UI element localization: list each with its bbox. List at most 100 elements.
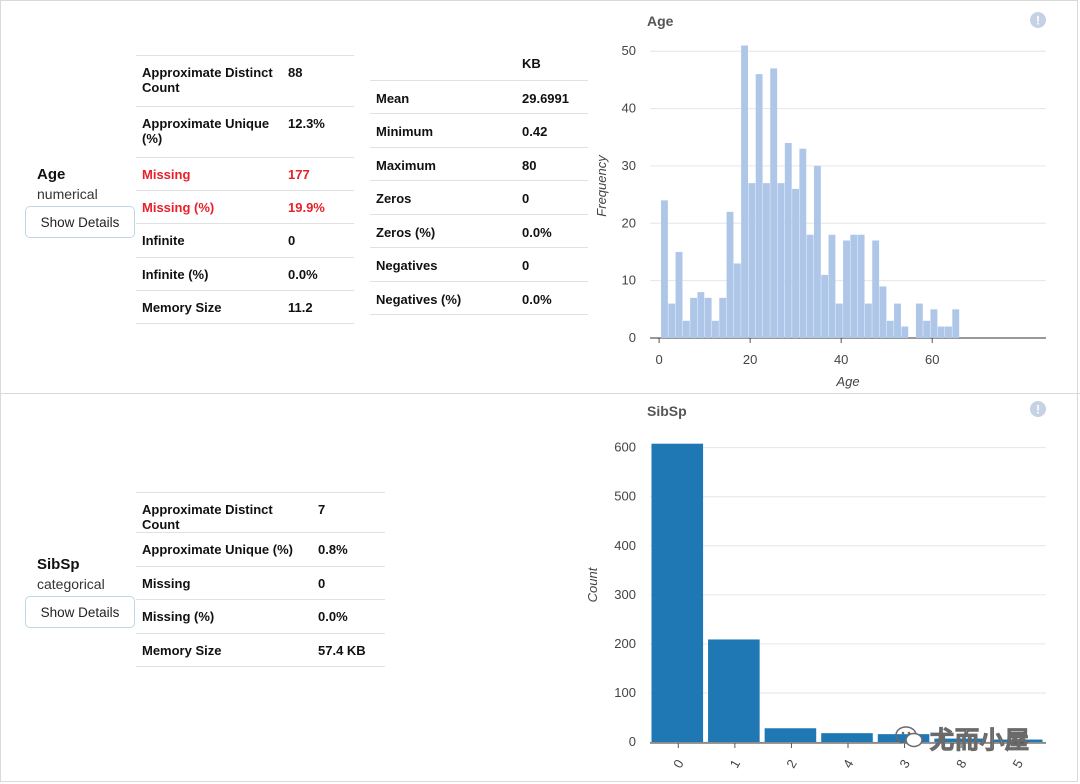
histogram-bar (777, 183, 785, 338)
histogram-bar (806, 234, 814, 338)
stat-label: Missing (136, 157, 282, 191)
stat-label: Minimum (370, 113, 516, 147)
stats-header-row: KB (370, 46, 588, 80)
show-details-button[interactable]: Show Details (25, 596, 135, 628)
stat-value: 0 (312, 565, 385, 600)
histogram-bar (755, 74, 763, 338)
bar (934, 738, 986, 742)
show-details-button[interactable]: Show Details (25, 206, 135, 238)
info-icon: ! (1030, 12, 1046, 28)
x-tick-label: 1 (727, 757, 744, 771)
histogram-bar (901, 326, 909, 338)
stat-value: 88 (282, 55, 354, 107)
stat-label: Approximate Unique (%) (136, 532, 312, 566)
y-tick-label: 400 (614, 538, 636, 553)
age-section: Age numerical Show Details Approximate D… (25, 12, 1046, 389)
histogram-bar (762, 183, 770, 338)
stats-row: Negatives (%) 0.0% (370, 280, 588, 315)
watermark-text: 尤而小屋 (930, 727, 1030, 755)
histogram-bar (843, 240, 850, 338)
y-tick-label: 600 (614, 440, 636, 455)
stats-row: Approximate Unique (%) 0.8% (136, 532, 385, 566)
histogram-bar (690, 297, 698, 338)
histogram-bar (952, 309, 960, 338)
variable-name: SibSp (37, 556, 80, 573)
section-divider (0, 393, 1080, 394)
info-icon-circle (1030, 12, 1046, 28)
y-tick-label: 200 (614, 636, 636, 651)
stat-value: 12.3% (282, 106, 354, 158)
histogram-bar (835, 303, 843, 338)
bar (877, 734, 930, 742)
stat-label: Missing (136, 565, 312, 600)
stat-value: 29.6991 (516, 79, 588, 114)
stat-value: 80 (516, 146, 588, 181)
stat-label: Missing (%) (136, 599, 312, 633)
histogram-bar (850, 234, 858, 338)
stat-value: 0.8% (312, 532, 385, 566)
x-tick-label: 60 (925, 352, 939, 367)
histogram-bar (813, 165, 821, 338)
stat-label: Approximate Unique (%) (136, 106, 282, 158)
stats-row: Mean 29.6991 (370, 79, 588, 114)
variable-type: numerical (37, 186, 98, 202)
stat-value: 0 (282, 223, 354, 258)
info-icon-circle (1030, 401, 1046, 417)
y-tick-label: 100 (614, 685, 636, 700)
age-stats-table: Approximate Distinct Count 88 Approximate … (136, 55, 354, 324)
histogram-bar (872, 240, 880, 338)
stat-value: 57.4 KB (312, 632, 385, 667)
stats-row: Memory Size 57.4 KB (136, 632, 385, 667)
stat-label: Zeros (370, 180, 516, 214)
stats-row: Memory Size 11.2 (136, 290, 354, 324)
histogram-bar (792, 188, 799, 338)
stat-value: 7 (312, 492, 385, 533)
histogram-bar (711, 320, 719, 338)
stat-label: Zeros (%) (370, 213, 516, 248)
histogram-bar (915, 303, 923, 338)
histogram-bar (770, 68, 778, 338)
stats-row: Negatives 0 (370, 247, 588, 281)
stat-value: 19.9% (282, 190, 354, 224)
info-icon: ! (1030, 401, 1046, 417)
info-icon-glyph: ! (1036, 14, 1040, 28)
histogram-bar (748, 183, 756, 338)
variable-type: categorical (37, 576, 105, 592)
sibsp-stats-table: Approximate Distinct Count 7 Approximate U… (136, 492, 385, 667)
stats-row: Infinite (%) 0.0% (136, 257, 354, 291)
stat-value: 11.2 (282, 290, 354, 324)
stats-row: Missing 0 (136, 565, 385, 600)
stats-row: Minimum 0.42 (370, 113, 588, 147)
x-tick-label: 2 (783, 757, 800, 771)
bar (990, 739, 1043, 742)
y-tick-label: 50 (622, 43, 636, 58)
wechat-icon (895, 726, 923, 748)
histogram-bar (828, 234, 836, 338)
histogram-bar (821, 274, 829, 338)
histogram-bar (945, 326, 952, 338)
y-axis-label: Frequency (594, 154, 609, 217)
bar (651, 443, 704, 742)
stat-value: 0.0% (312, 599, 385, 633)
histogram-bar (697, 292, 705, 338)
y-tick-label: 300 (614, 587, 636, 602)
histogram-bar (733, 263, 741, 338)
stats-row: Maximum 80 (370, 146, 588, 181)
stats-row: Infinite 0 (136, 223, 354, 258)
stat-value: 0.0% (282, 257, 354, 291)
stat-label: Mean (370, 79, 516, 114)
y-tick-label: 0 (629, 330, 636, 345)
x-tick-label: 40 (834, 352, 848, 367)
stat-label: Infinite (136, 223, 282, 258)
histogram-bar (857, 234, 865, 338)
x-tick-label: 3 (896, 757, 913, 771)
histogram-bar (661, 200, 668, 338)
x-tick-label: 20 (743, 352, 757, 367)
x-tick-label: 0 (655, 352, 662, 367)
histogram-bar (864, 303, 872, 338)
x-axis-label: Age (835, 374, 859, 389)
histogram-bar (930, 309, 938, 338)
stats-row: Zeros 0 (370, 180, 588, 214)
histogram-bar (704, 297, 712, 338)
histogram-bar (668, 303, 676, 338)
